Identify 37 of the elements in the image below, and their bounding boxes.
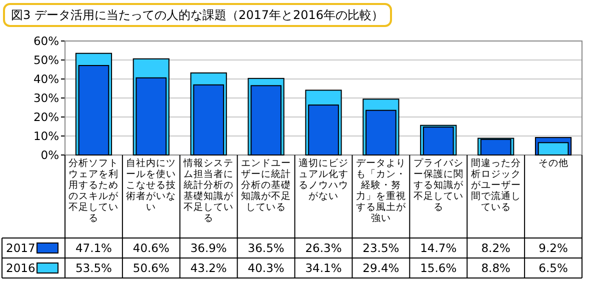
legend-label: 2016 (6, 261, 36, 275)
data-label: 14.7% (420, 241, 457, 255)
data-label: 6.5% (538, 261, 568, 275)
data-label: 26.3% (305, 241, 342, 255)
x-tick-label: 間違った分析ロジックがユーザー間で流通している (470, 158, 522, 213)
x-tick-label: その他 (537, 158, 570, 169)
data-label: 34.1% (305, 261, 342, 275)
data-label: 43.2% (190, 261, 227, 275)
x-tick-label: 分析ソフトウェアを利用するためのスキルが不足している (68, 158, 120, 224)
data-label: 40.6% (132, 241, 170, 255)
y-tick-label: 10% (33, 129, 60, 143)
data-label: 50.6% (132, 261, 170, 275)
data-label: 36.9% (190, 241, 227, 255)
data-label: 29.4% (362, 261, 400, 275)
data-label: 53.5% (75, 261, 112, 275)
y-tick-label: 30% (33, 91, 60, 105)
data-label: 8.8% (481, 261, 511, 275)
data-label: 15.6% (420, 261, 457, 275)
x-tick-label: プライバシー保護に関する知識が不足している (412, 158, 464, 213)
x-tick-label: エンドユーザーに統計分析の基礎知識が不足している (240, 158, 292, 213)
data-label: 9.2% (538, 241, 568, 255)
x-tick-label: 自社内にツールを使いこなせる技術者がいない (125, 158, 178, 213)
y-tick-label: 20% (33, 110, 60, 124)
x-tick-label: 情報システム担当者に統計分析の基礎知識が不足している (182, 158, 235, 224)
data-label: 23.5% (362, 241, 400, 255)
y-tick-label: 0% (40, 148, 60, 162)
y-tick-label: 50% (33, 53, 60, 67)
x-tick-label: データよりも「カン・経験・努力」を重視する風土が強い (354, 158, 407, 224)
y-tick-label: 40% (33, 72, 60, 86)
y-tick-label: 60% (33, 34, 60, 48)
x-tick-label: 適切にビジュアル化するノウハウがない (297, 158, 350, 202)
legend-label: 2017 (6, 241, 36, 255)
data-label: 8.2% (481, 241, 511, 255)
chart-title: 図3 データ活用に当たっての人的な課題（2017年と2016年の比較） (3, 3, 392, 27)
data-label: 40.3% (248, 261, 284, 275)
data-label: 47.1% (75, 241, 112, 255)
data-label: 36.5% (248, 241, 284, 255)
